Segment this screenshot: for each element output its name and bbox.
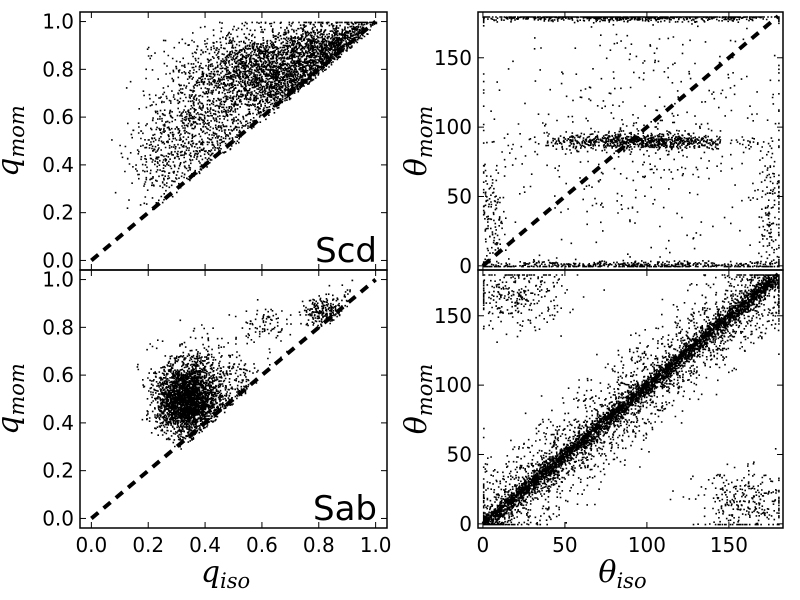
x-axis-label-sub: iso <box>220 569 250 593</box>
y-tick-label: 0.4 <box>42 153 74 177</box>
y-axis-label: θmom <box>399 364 437 435</box>
y-tick-label: 0.8 <box>42 57 74 81</box>
scatter-marks <box>136 279 356 450</box>
reference-line <box>481 272 780 526</box>
y-axis-label-base: θ <box>399 158 434 176</box>
y-tick-label: 1.0 <box>42 10 74 34</box>
reference-line <box>481 14 780 268</box>
y-tick-label: 0 <box>459 512 472 536</box>
y-tick-label: 0.0 <box>42 506 74 530</box>
y-tick-label: 0.4 <box>42 411 74 435</box>
x-tick-label: 0.4 <box>189 533 221 557</box>
y-tick-label: 0.2 <box>42 201 74 225</box>
y-axis-label-sub: mom <box>5 105 29 157</box>
x-tick-label: 0.0 <box>75 533 107 557</box>
plot-frame <box>79 269 388 529</box>
y-axis-label: qmom <box>0 105 29 177</box>
x-tick-label: 0.6 <box>246 533 278 557</box>
reference-line <box>90 278 377 520</box>
x-axis-label-base: θ <box>598 555 616 590</box>
y-axis-label-sub: mom <box>413 364 437 416</box>
y-axis-label-sub: mom <box>5 363 29 415</box>
x-tick-label: 50 <box>552 533 577 557</box>
scatter-points <box>481 272 780 526</box>
y-tick-label: 50 <box>447 442 472 466</box>
y-tick-label: 50 <box>447 184 472 208</box>
x-tick-label: 0 <box>477 533 490 557</box>
y-tick-label: 150 <box>434 304 472 328</box>
y-tick-label: 1.0 <box>42 268 74 292</box>
x-axis-label: qiso <box>201 555 250 593</box>
y-tick-label: 100 <box>434 373 472 397</box>
y-tick-label: 100 <box>434 115 472 139</box>
x-tick-label: 0.2 <box>132 533 164 557</box>
y-axis-label-base: q <box>0 158 26 177</box>
x-tick-label: 1.0 <box>360 533 392 557</box>
x-axis-label-sub: iso <box>616 569 646 593</box>
panel-bottom-left: 0.00.20.40.60.81.00.00.20.40.60.81.0qmom… <box>0 268 392 593</box>
y-tick-label: 0.6 <box>42 363 74 387</box>
reference-line <box>90 20 377 262</box>
panel-top-right: 0 50 100 150 θmom <box>399 11 784 278</box>
scatter-points <box>90 20 378 262</box>
y-tick-label: 0.6 <box>42 105 74 129</box>
x-axis-label-base: q <box>201 555 220 590</box>
y-axis-label-base: θ <box>399 416 434 434</box>
y-axis-label-base: q <box>0 416 26 435</box>
scatter-marks <box>111 21 378 211</box>
y-axis-label: qmom <box>0 363 29 435</box>
panel-top-left: 0.0 0.2 0.4 0.6 0.8 1.0 qmom Scd <box>0 10 388 272</box>
y-tick-label: 0.0 <box>42 248 74 272</box>
y-axis-label: θmom <box>399 106 437 177</box>
scatter-points <box>481 14 780 268</box>
x-tick-label: 150 <box>710 533 748 557</box>
y-tick-label: 0.8 <box>42 315 74 339</box>
panel-annotation: Sab <box>313 489 377 529</box>
scatter-points <box>90 278 377 520</box>
y-tick-label: 0.2 <box>42 459 74 483</box>
y-tick-label: 0 <box>459 254 472 278</box>
x-axis-label: θiso <box>598 555 646 593</box>
plot-frame <box>477 269 784 529</box>
y-axis-label-sub: mom <box>413 106 437 158</box>
y-tick-label: 150 <box>434 46 472 70</box>
x-tick-label: 100 <box>628 533 666 557</box>
panel-annotation: Scd <box>315 231 377 271</box>
x-tick-label: 0.8 <box>303 533 335 557</box>
